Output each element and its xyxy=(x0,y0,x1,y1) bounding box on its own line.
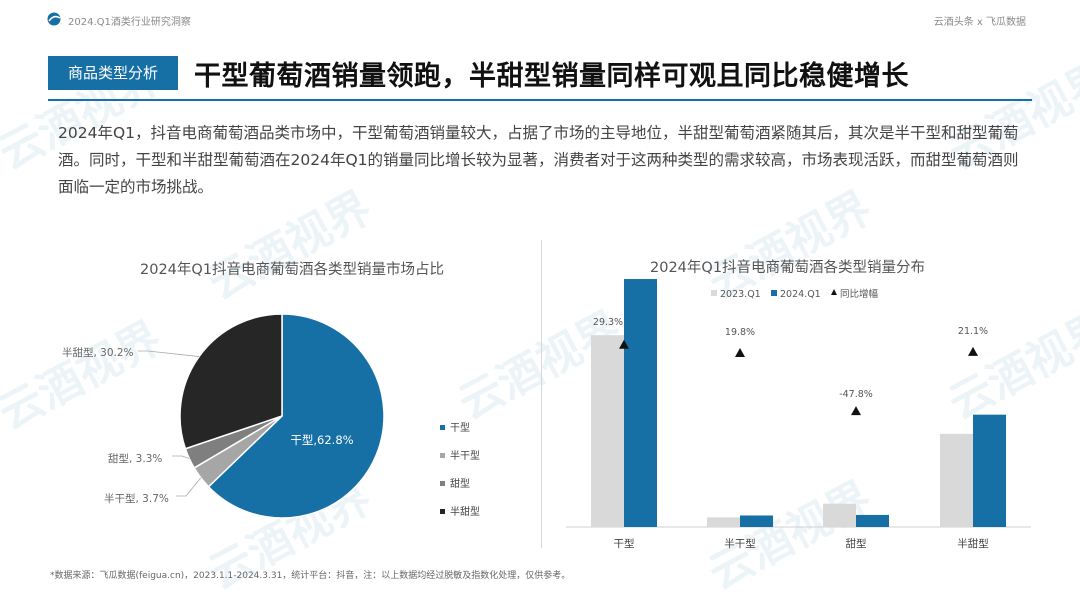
pie-data-label: 半甜型, 30.2% xyxy=(62,346,134,359)
footnote: *数据来源：飞瓜数据(feigua.cn)，2023.1.1-2024.3.31… xyxy=(50,571,571,581)
bar-2023q1 xyxy=(707,517,740,527)
bar-2023q1 xyxy=(591,335,624,527)
pie-leader-line xyxy=(176,477,202,497)
pie-data-label: 干型,62.8% xyxy=(290,433,353,447)
pie-leader-line xyxy=(138,350,200,357)
x-tick-label: 半甜型 xyxy=(957,537,989,550)
brand-logo-icon xyxy=(47,12,61,26)
growth-marker xyxy=(851,406,861,416)
legend-swatch xyxy=(440,425,445,430)
page-title: 干型葡萄酒销量领跑，半甜型销量同样可观且同比稳健增长 xyxy=(194,61,909,92)
x-tick-label: 干型 xyxy=(614,537,635,550)
pie-slice xyxy=(179,313,283,450)
bar-2024q1 xyxy=(624,279,657,527)
legend-swatch xyxy=(440,453,445,458)
pie-slice xyxy=(207,313,385,519)
legend-swatch xyxy=(440,509,445,514)
pie-data-label: 半干型, 3.7% xyxy=(104,492,169,505)
legend-item: 2023.Q1 xyxy=(720,289,761,300)
bar-2023q1 xyxy=(823,503,856,527)
pie-data-label: 甜型, 3.3% xyxy=(108,452,162,465)
legend-swatch xyxy=(771,290,777,296)
bar-2024q1 xyxy=(856,514,889,527)
x-tick-label: 甜型 xyxy=(846,537,867,550)
brand-credit: 云酒头条 x 飞瓜数据 xyxy=(933,17,1026,28)
legend-item: 同比增幅 xyxy=(840,288,879,300)
growth-label: -47.8% xyxy=(839,389,873,400)
growth-label: 29.3% xyxy=(593,317,623,328)
chart-divider xyxy=(541,240,542,548)
report-title: 2024.Q1酒类行业研究洞察 xyxy=(68,17,191,28)
legend-item: 2024.Q1 xyxy=(780,289,821,300)
legend-triangle-icon xyxy=(831,289,837,295)
bar-2023q1 xyxy=(940,433,973,527)
section-tag: 商品类型分析 xyxy=(48,56,178,90)
legend-item: 干型 xyxy=(450,421,470,434)
legend-item: 半甜型 xyxy=(450,505,480,518)
pie-leader-line xyxy=(172,455,190,459)
description-paragraph: 2024年Q1，抖音电商葡萄酒品类市场中，干型葡萄酒销量较大，占据了市场的主导地… xyxy=(58,124,1019,196)
bar-2024q1 xyxy=(973,414,1006,527)
growth-marker xyxy=(968,346,978,356)
growth-label: 19.8% xyxy=(725,327,755,338)
growth-label: 21.1% xyxy=(958,326,988,337)
legend-item: 甜型 xyxy=(450,477,470,490)
bar-chart-title: 2024年Q1抖音电商葡萄酒各类型销量分布 xyxy=(650,260,926,276)
growth-marker xyxy=(619,339,629,349)
legend-swatch xyxy=(711,290,717,296)
growth-marker xyxy=(735,347,745,357)
top-bar: 2024.Q1酒类行业研究洞察 云酒头条 x 飞瓜数据 xyxy=(0,0,1080,40)
title-divider xyxy=(48,99,1032,101)
x-tick-label: 半干型 xyxy=(724,537,756,550)
pie-chart-title: 2024年Q1抖音电商葡萄酒各类型销量市场占比 xyxy=(140,262,445,278)
legend-swatch xyxy=(440,481,445,486)
bar-2024q1 xyxy=(740,515,773,527)
legend-item: 半干型 xyxy=(450,449,480,462)
